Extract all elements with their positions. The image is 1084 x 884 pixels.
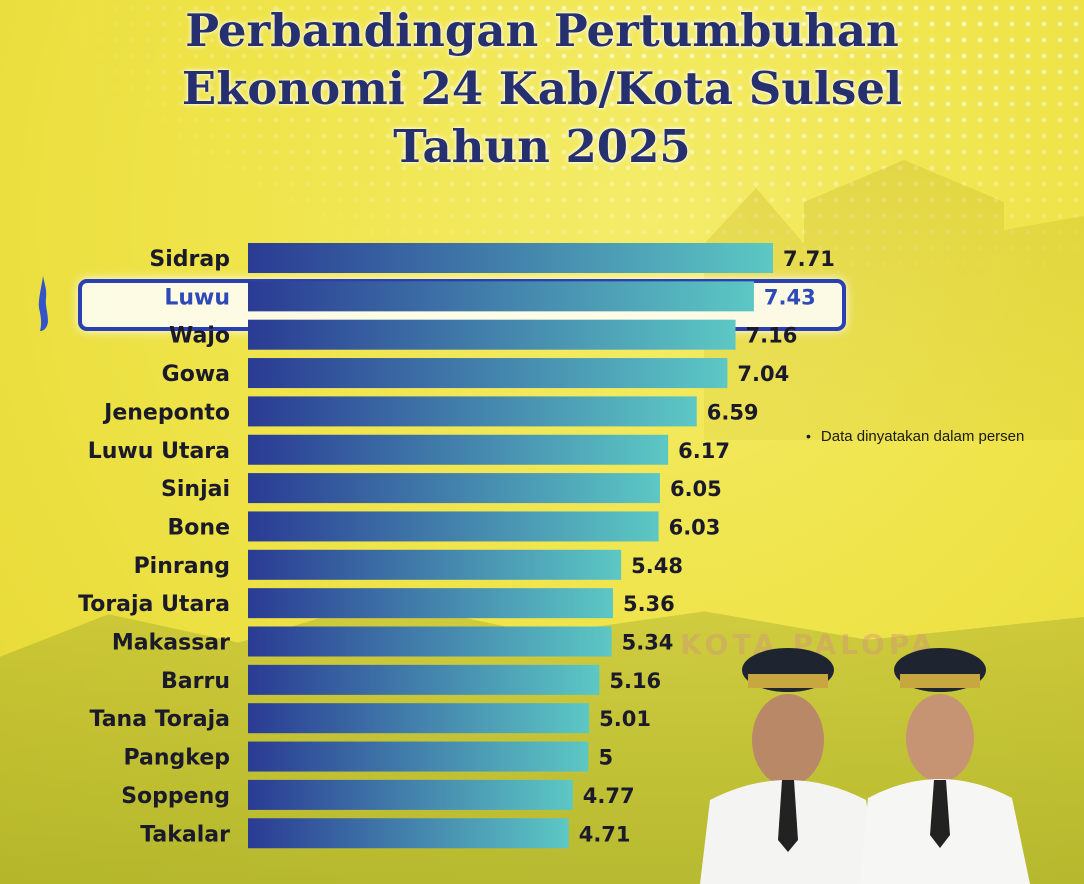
bar-luwu bbox=[248, 281, 754, 312]
bar-tana-toraja bbox=[248, 703, 590, 734]
bar-soppeng bbox=[248, 779, 573, 810]
category-label: Jeneponto bbox=[102, 400, 230, 425]
value-label: 5.01 bbox=[599, 707, 651, 731]
bar-bone bbox=[248, 511, 659, 542]
title-line-3: Tahun 2025 bbox=[393, 120, 691, 173]
category-label: Sinjai bbox=[161, 477, 230, 502]
value-label: 5.48 bbox=[631, 554, 683, 578]
value-label: 5 bbox=[598, 746, 613, 770]
page-title: Perbandingan Pertumbuhan Ekonomi 24 Kab/… bbox=[0, 2, 1084, 176]
bar-pinrang bbox=[248, 549, 622, 580]
bar-makassar bbox=[248, 626, 612, 657]
bar-sidrap bbox=[248, 243, 773, 273]
value-label: 6.03 bbox=[669, 515, 721, 539]
value-label: 6.05 bbox=[670, 477, 722, 501]
category-label: Barru bbox=[161, 669, 230, 694]
title-line-1: Perbandingan Pertumbuhan bbox=[185, 4, 899, 57]
category-label: Wajo bbox=[169, 324, 230, 349]
category-label: Pangkep bbox=[124, 746, 231, 771]
value-label: 5.36 bbox=[623, 592, 675, 616]
value-label: 4.77 bbox=[583, 784, 635, 808]
highlight-marker-icon bbox=[38, 276, 48, 331]
category-label: Luwu bbox=[164, 285, 230, 310]
category-label: Takalar bbox=[140, 822, 230, 847]
title-line-2: Ekonomi 24 Kab/Kota Sulsel bbox=[181, 62, 903, 115]
bar-sinjai bbox=[248, 473, 660, 504]
bar-barru bbox=[248, 664, 600, 695]
category-label: Pinrang bbox=[134, 554, 230, 579]
bar-wajo bbox=[248, 319, 736, 350]
bar-gowa bbox=[248, 358, 728, 389]
value-label: 5.16 bbox=[609, 669, 661, 693]
category-label: Luwu Utara bbox=[88, 439, 230, 464]
value-label: 7.71 bbox=[783, 247, 835, 271]
category-label: Sidrap bbox=[149, 247, 230, 272]
value-label: 7.04 bbox=[737, 362, 789, 386]
category-label: Bone bbox=[168, 515, 230, 540]
category-label: Makassar bbox=[112, 631, 230, 656]
value-label: 5.34 bbox=[622, 631, 674, 655]
bar-toraja-utara bbox=[248, 588, 613, 619]
bar-luwu-utara bbox=[248, 434, 669, 465]
category-label: Toraja Utara bbox=[78, 592, 230, 617]
bar-jeneponto bbox=[248, 396, 697, 427]
value-label: 4.71 bbox=[579, 822, 631, 846]
category-label: Soppeng bbox=[121, 784, 230, 809]
value-label: 6.17 bbox=[678, 439, 730, 463]
value-label: 7.16 bbox=[746, 324, 798, 348]
data-note: Data dinyatakan dalam persen bbox=[806, 428, 1024, 445]
bar-takalar bbox=[248, 818, 569, 849]
value-label: 7.43 bbox=[764, 285, 816, 309]
bar-pangkep bbox=[248, 741, 589, 772]
officials-photo bbox=[700, 648, 1030, 884]
category-label: Tana Toraja bbox=[90, 707, 230, 732]
category-label: Gowa bbox=[162, 362, 230, 387]
value-label: 6.59 bbox=[707, 400, 759, 424]
